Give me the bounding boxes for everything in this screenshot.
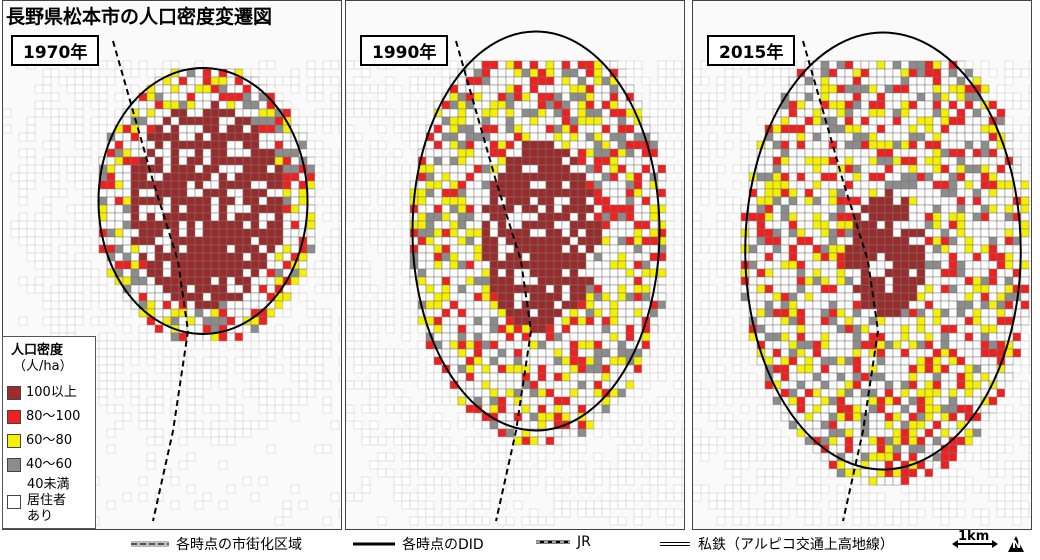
legend-item: 60～80 [7, 433, 72, 448]
north-arrow-label: N [1012, 538, 1021, 551]
legend-swatch-40-60 [7, 458, 21, 472]
urbanization-line-icon [130, 538, 170, 550]
legend-urbanization-area: 各時点の市街化区域 [130, 534, 302, 554]
legend-title: 人口密度 [11, 343, 63, 358]
legend-item: 100以上 [7, 385, 77, 400]
legend-label: 40未満 居住者 あり [27, 477, 70, 525]
legend-item: 80～100 [7, 409, 80, 424]
map-footer-legend: 各時点の市街化区域 各時点のDID JR 私鉄（アルピコ交通上高地線） [0, 532, 1040, 558]
legend-label: 40～60 [26, 457, 72, 472]
legend-label: 100以上 [26, 385, 77, 400]
year-label: 1990年 [360, 35, 448, 66]
legend-unit: （人/ha） [13, 359, 73, 374]
legend-swatch-under40 [7, 495, 21, 509]
did-line-icon [352, 538, 396, 550]
legend-item: 40～60 [7, 457, 72, 472]
density-map-1990 [346, 1, 685, 530]
density-map-2015 [693, 1, 1032, 530]
density-grid [346, 61, 685, 525]
legend-label: 60～80 [26, 433, 72, 448]
density-legend: 人口密度 （人/ha） 100以上 80～100 60～80 40～60 40未… [2, 336, 96, 529]
map-panel-2015: 2015年 [692, 0, 1032, 530]
scale-bar: 1km N [950, 530, 1036, 556]
scale-label: 1km [958, 529, 989, 544]
legend-private-rail: 私鉄（アルピコ交通上高地線） [658, 534, 894, 554]
legend-did: 各時点のDID [352, 534, 484, 554]
density-grid [693, 61, 1032, 525]
year-label: 2015年 [707, 35, 795, 66]
legend-label: 80～100 [26, 409, 80, 424]
jr-line-icon [535, 536, 571, 548]
legend-swatch-100plus [7, 386, 21, 400]
legend-jr: JR [535, 534, 591, 550]
year-label: 1970年 [11, 35, 99, 66]
legend-swatch-60-80 [7, 434, 21, 448]
map-title: 長野県松本市の人口密度変遷図 [6, 2, 272, 29]
private-rail-icon [658, 538, 692, 550]
map-panel-1990: 1990年 [345, 0, 685, 530]
legend-swatch-80-100 [7, 410, 21, 424]
